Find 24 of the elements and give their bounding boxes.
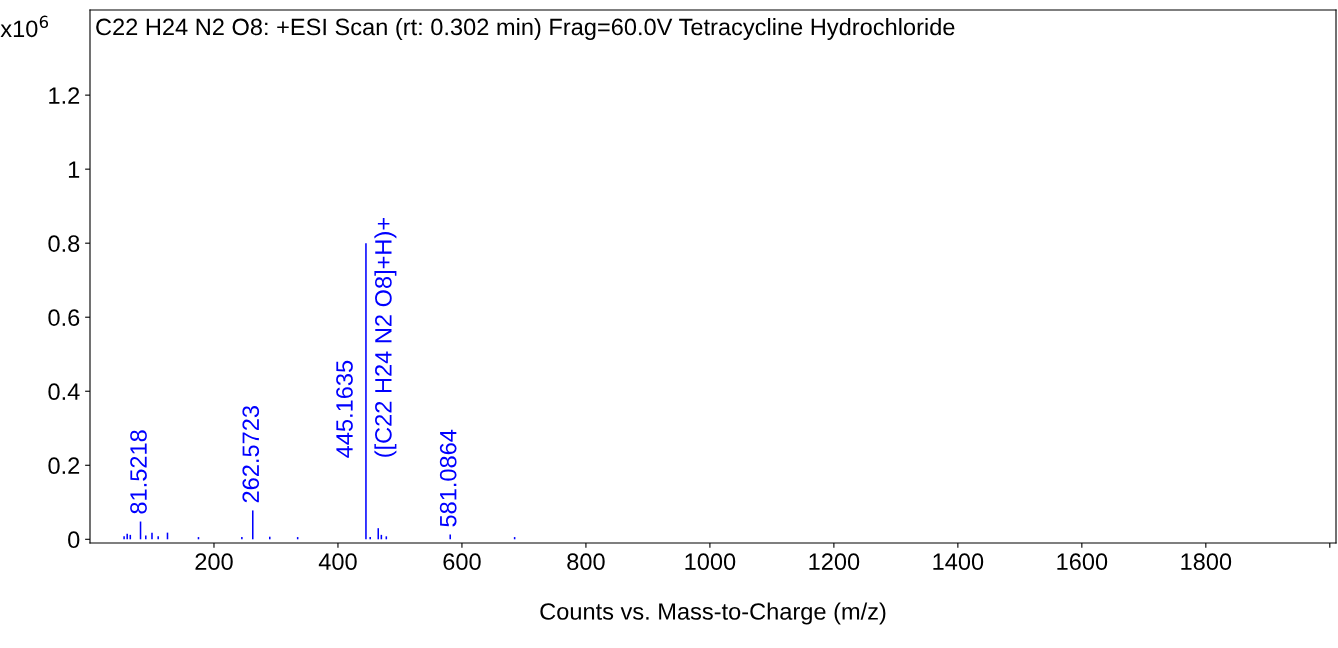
annotation: 262.5723 — [242, 406, 260, 503]
y-tick-label: 1 — [68, 161, 80, 178]
y-tick-label: 0 — [68, 531, 80, 549]
x-tick-label: 1800 — [1181, 553, 1232, 571]
annotation: 581.0864 — [439, 429, 457, 527]
x-axis-title: Counts vs. Mass-to-Charge (m/z) — [540, 602, 886, 625]
y-axis-title: x10$^{6}$ — [0, 15, 49, 38]
x-tick-label: 1600 — [1057, 553, 1108, 571]
y-tick-label: 0.4 — [48, 383, 80, 401]
x-tick-label: 200 — [195, 553, 233, 571]
y-tick-label: 0.2 — [48, 457, 80, 475]
annotation: ([C22 H24 N2 O8]+H)+ — [374, 218, 397, 457]
x-tick-label: 600 — [443, 553, 481, 571]
y-tick-label: 1.2 — [49, 87, 80, 104]
y-tick-label: 0.6 — [48, 309, 80, 326]
x-tick-label: 1200 — [809, 553, 860, 571]
y-tick-label: 0.8 — [48, 235, 80, 252]
x-tick-label: 1400 — [933, 553, 984, 571]
x-tick-label: 800 — [567, 553, 605, 571]
annotation: 81.5218 — [130, 430, 147, 514]
x-tick-label: 400 — [318, 553, 357, 571]
annotation: 445.1635 — [336, 360, 353, 458]
x-tick-label: 1000 — [685, 553, 736, 571]
chart-title: C22 H24 N2 O8: +ESI Scan (rt: 0.302 min) Frag=60.0V Tetracycline Hydrochloride — [96, 17, 955, 40]
